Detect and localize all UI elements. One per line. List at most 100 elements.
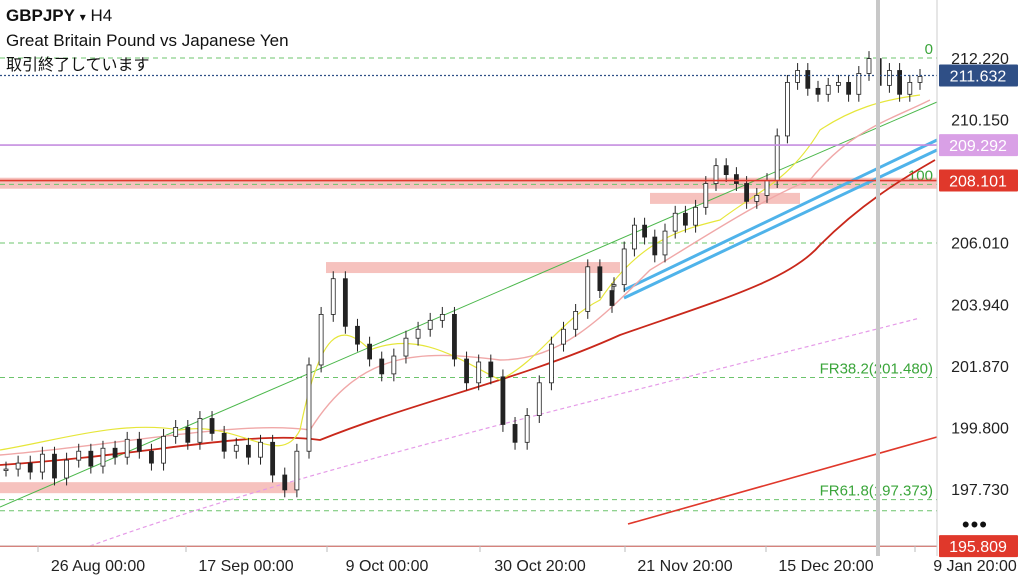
price-tick-4: 201.870 — [951, 359, 1009, 376]
candle-a-body-41 — [500, 376, 506, 425]
candlesticks — [3, 51, 923, 498]
symbol-label: GBPJPY — [6, 6, 75, 25]
candle-a-body-33 — [403, 337, 409, 357]
candle-a-body-23 — [282, 474, 288, 491]
candle-a-body-11 — [136, 438, 142, 452]
candle-b-body-5 — [662, 230, 668, 256]
time-tick-5: 15 Dec 20:00 — [778, 558, 873, 575]
candle-b-body-27 — [887, 70, 892, 86]
candle-a-body-34 — [415, 328, 421, 339]
zone-1 — [326, 262, 620, 274]
candle-a-body-39 — [476, 361, 482, 384]
candle-b-body-7 — [683, 212, 688, 226]
candle-a-body-30 — [367, 343, 373, 360]
price-tick-2: 206.010 — [951, 236, 1009, 253]
candle-a-body-46 — [561, 328, 566, 345]
price-axis[interactable]: 212.220 210.150 206.010 203.940 201.870 199.8… — [951, 51, 1009, 499]
time-tick-2: 9 Oct 00:00 — [346, 558, 429, 575]
candle-a-body-49 — [597, 266, 603, 292]
candle-a-body-20 — [245, 444, 251, 458]
candle-b-body-9 — [703, 183, 709, 208]
candle-b-body-15 — [764, 180, 770, 196]
ma-dashed-violet — [89, 317, 921, 547]
candle-b-body-20 — [815, 87, 821, 95]
candle-a-body-17 — [209, 418, 215, 434]
candle-b-body-13 — [744, 183, 749, 202]
ma-pink — [0, 99, 931, 456]
candle-b-body-18 — [795, 70, 800, 83]
price-tick-5: 199.800 — [951, 420, 1009, 437]
moving-averages — [0, 94, 936, 466]
candle-a-body-26 — [318, 313, 324, 366]
more-options-icon[interactable]: ••• — [961, 512, 988, 537]
candle-b-body-8 — [693, 206, 698, 226]
price-tags: 211.632 209.292 208.101 195.809 — [939, 64, 1018, 558]
candle-a-body-25 — [306, 364, 312, 452]
candle-b-body-16 — [774, 135, 780, 181]
candle-a-body-13 — [161, 435, 166, 464]
candle-a-body-10 — [124, 438, 130, 458]
candle-a-body-43 — [524, 415, 530, 443]
horizontal-levels — [0, 74, 937, 547]
price-tag-label-0: 211.632 — [950, 68, 1007, 85]
price-tag-0 — [939, 64, 1018, 87]
candle-a-body-18 — [221, 432, 227, 452]
candle-b-body-19 — [805, 70, 811, 89]
candle-a-body-0 — [3, 468, 9, 471]
candle-a-body-5 — [64, 459, 69, 479]
ma-red — [0, 159, 936, 466]
market-status: 取引終了しています — [6, 57, 150, 74]
trendline-red-lower — [627, 436, 938, 525]
candle-a-body-31 — [379, 358, 385, 375]
price-tag-3 — [939, 535, 1018, 558]
candle-a-body-12 — [149, 450, 154, 464]
symbol-timeframe[interactable]: GBPJPY ▾ H4 — [6, 6, 112, 26]
candle-a-body-9 — [112, 447, 118, 458]
timeframe-caret-icon[interactable]: ▾ — [79, 10, 86, 24]
candle-b-body-12 — [734, 174, 739, 184]
candle-a-body-27 — [330, 278, 336, 315]
candle-b-body-17 — [785, 81, 790, 137]
candle-a-body-2 — [27, 462, 33, 473]
zone-3 — [0, 482, 296, 494]
candle-b-body-1 — [621, 248, 627, 286]
time-tick-4: 21 Nov 20:00 — [637, 558, 732, 575]
trendline-green — [0, 101, 938, 508]
candle-b-body-3 — [642, 224, 647, 238]
candle-a-body-16 — [197, 418, 203, 443]
price-tag-label-1: 209.292 — [949, 138, 1007, 155]
price-tick-1: 210.150 — [951, 113, 1009, 130]
candle-b-body-29 — [907, 81, 913, 95]
fib-label-0: 0 — [925, 41, 933, 58]
candle-b-body-14 — [754, 195, 760, 202]
zone-0 — [0, 177, 937, 189]
price-tag-label-2: 208.101 — [949, 174, 1007, 191]
candle-a-body-1 — [15, 462, 21, 470]
candle-a-body-45 — [549, 343, 554, 384]
candle-a-body-36 — [439, 313, 445, 321]
candle-b-body-6 — [672, 212, 678, 232]
price-tag-label-3: 195.809 — [949, 539, 1007, 556]
candle-b-body-11 — [723, 165, 729, 175]
candle-a-body-22 — [270, 441, 276, 476]
time-axis[interactable]: 26 Aug 00:00 17 Sep 00:00 9 Oct 00:00 30 Oc… — [37, 546, 1017, 575]
candle-b-body-28 — [897, 70, 902, 95]
candle-a-body-15 — [185, 427, 191, 443]
candle-a-body-7 — [88, 450, 94, 467]
price-tick-6: 197.730 — [951, 482, 1009, 499]
timeframe-label[interactable]: H4 — [90, 6, 113, 25]
instrument-name: Great Britain Pound vs Japanese Yen — [6, 31, 289, 50]
time-tick-1: 17 Sep 00:00 — [198, 558, 293, 575]
candle-a-body-32 — [391, 355, 397, 375]
candle-a-body-44 — [536, 382, 542, 416]
candle-b-body-2 — [632, 224, 637, 250]
fib-label-1: 100 — [908, 167, 933, 184]
candle-b-body-10 — [713, 165, 719, 184]
candle-a-body-38 — [464, 358, 469, 384]
candle-a-body-35 — [427, 319, 433, 330]
candle-a-body-24 — [294, 450, 300, 491]
price-tag-1 — [939, 134, 1018, 157]
candle-a-body-40 — [488, 361, 494, 378]
candle-b-body-4 — [652, 236, 658, 256]
